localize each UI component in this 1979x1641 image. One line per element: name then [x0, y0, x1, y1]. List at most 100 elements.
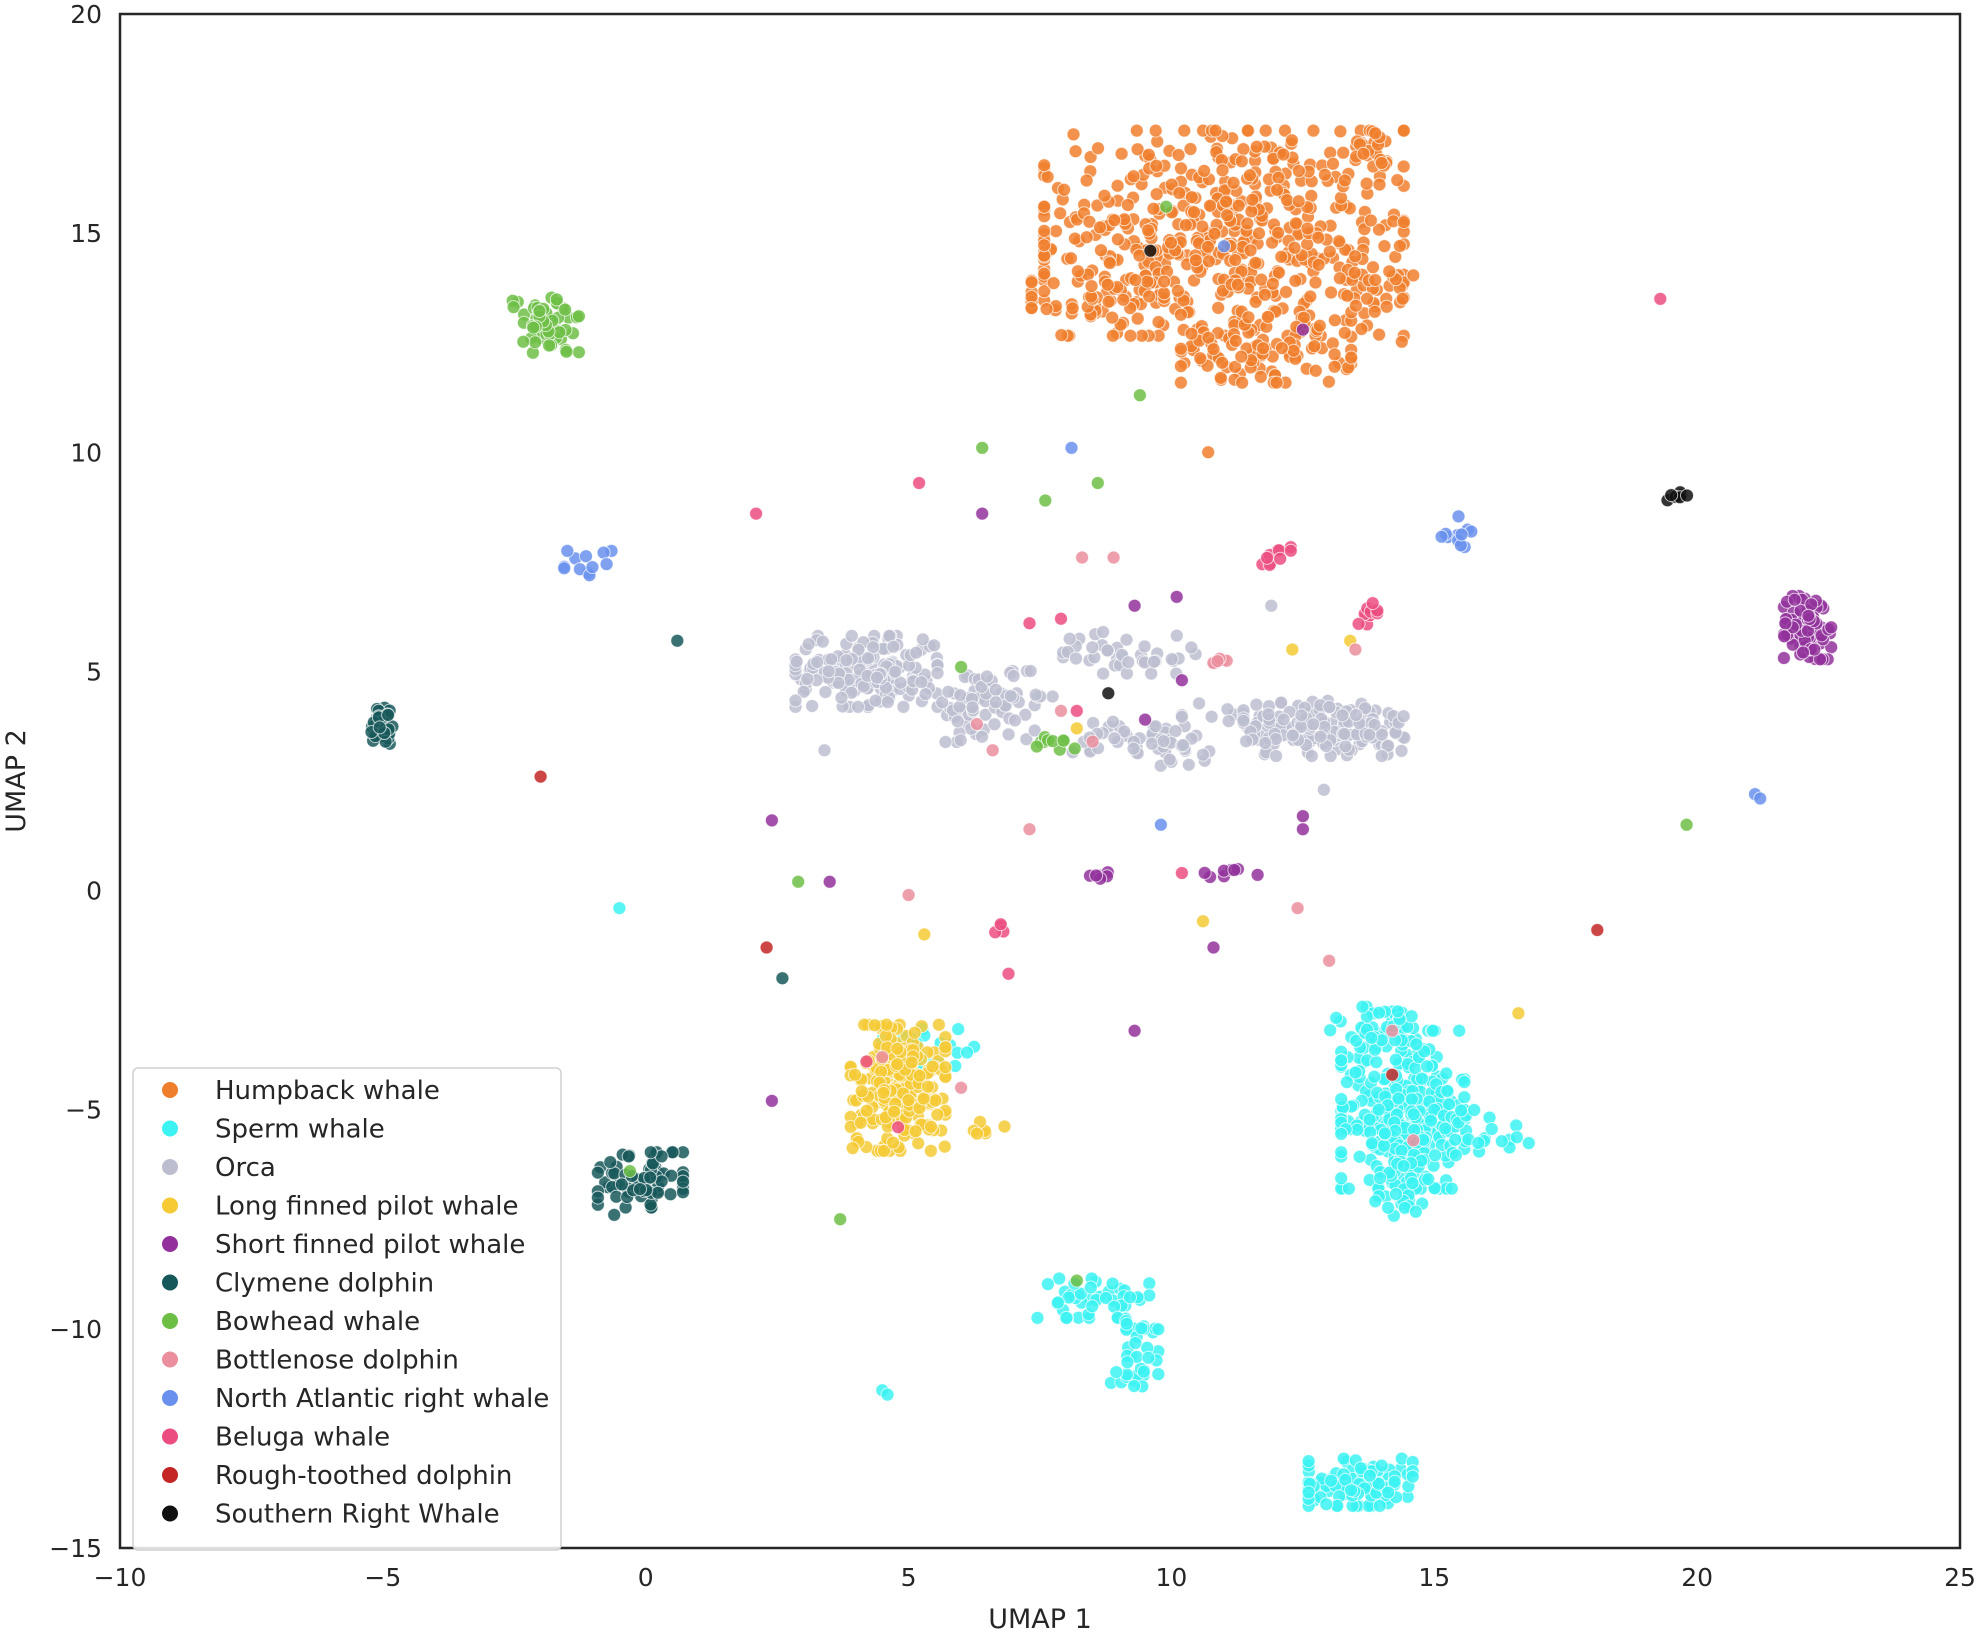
data-point [1242, 168, 1257, 183]
data-point [1105, 328, 1120, 343]
data-point [1374, 749, 1389, 763]
data-point [1157, 286, 1172, 301]
data-point [1395, 291, 1410, 306]
data-point [1127, 598, 1142, 613]
data-point [1142, 1288, 1157, 1303]
data-point [1359, 176, 1374, 191]
data-point [1276, 712, 1291, 727]
data-point [1286, 343, 1301, 358]
legend-marker [162, 1236, 178, 1252]
data-point [890, 1041, 905, 1056]
data-point [1164, 652, 1179, 667]
data-point [633, 1182, 647, 1197]
data-point [970, 1126, 984, 1141]
data-point [938, 1040, 953, 1055]
legend-marker [162, 1467, 178, 1483]
data-point [1344, 350, 1359, 365]
data-point [1371, 1476, 1386, 1491]
points-layer [364, 123, 1839, 1513]
data-point [1230, 277, 1245, 292]
data-point [1159, 199, 1174, 214]
data-point [1801, 608, 1816, 623]
data-point [516, 334, 531, 349]
data-point [571, 309, 586, 324]
data-point [1396, 123, 1411, 138]
data-point [1372, 1005, 1387, 1020]
data-point [1339, 1075, 1354, 1090]
data-point [1288, 216, 1303, 231]
data-point [1178, 218, 1193, 233]
data-point [1484, 1122, 1499, 1136]
data-point [953, 688, 968, 703]
data-point [800, 672, 815, 686]
data-point [1362, 1112, 1377, 1127]
data-point [1196, 914, 1210, 929]
data-point [1008, 713, 1022, 728]
data-point [643, 1145, 658, 1160]
data-point [1353, 1461, 1368, 1476]
data-point [1197, 163, 1212, 178]
data-point [817, 743, 832, 758]
data-point [1304, 749, 1319, 763]
data-point [1405, 1469, 1420, 1484]
data-point [1003, 689, 1018, 703]
data-point [880, 695, 895, 710]
data-point [1265, 276, 1280, 291]
data-point [1509, 1130, 1524, 1145]
data-point [1046, 276, 1061, 291]
data-point [1276, 147, 1291, 162]
data-point [824, 652, 839, 667]
data-point [559, 344, 574, 359]
data-point [1244, 204, 1259, 219]
legend-marker [162, 1351, 178, 1368]
data-point [1368, 126, 1383, 141]
data-point [1114, 146, 1129, 161]
data-point [643, 1197, 658, 1212]
data-point [1273, 551, 1288, 566]
data-point [650, 1185, 665, 1200]
legend-label: Southern Right Whale [215, 1500, 500, 1530]
data-point [861, 651, 875, 666]
data-point [1151, 1322, 1166, 1337]
data-point [1269, 375, 1284, 390]
y-tick-label: −10 [49, 1315, 102, 1344]
data-point [1521, 1136, 1536, 1151]
data-point [1338, 1472, 1353, 1487]
data-point [985, 743, 1000, 758]
legend-label: Humpback whale [215, 1076, 440, 1106]
data-point [1371, 1102, 1386, 1117]
data-point [1027, 723, 1042, 738]
data-point [1201, 330, 1216, 345]
data-point [1442, 1097, 1456, 1112]
data-point [1067, 741, 1082, 756]
data-point [1174, 161, 1188, 176]
data-point [1405, 1176, 1420, 1191]
data-point [1311, 230, 1326, 245]
data-point [917, 927, 932, 942]
data-point [1406, 268, 1421, 283]
y-tick-label: 5 [86, 657, 102, 686]
data-point [1220, 208, 1235, 223]
data-point [821, 664, 836, 679]
data-point [1301, 1485, 1316, 1500]
data-point [935, 695, 950, 710]
data-point [848, 1067, 862, 1082]
data-point [854, 1084, 869, 1099]
data-point [1258, 736, 1273, 750]
data-point [1052, 1271, 1067, 1286]
data-point [1172, 186, 1187, 200]
data-point [1287, 240, 1302, 255]
data-point [921, 1079, 935, 1094]
data-point [1252, 226, 1266, 241]
data-point [1110, 178, 1125, 193]
data-point [1368, 1194, 1383, 1209]
y-axis-label: UMAP 2 [1, 729, 32, 833]
data-point [1241, 310, 1256, 325]
x-tick-label: 20 [1681, 1563, 1713, 1592]
data-point [1679, 817, 1694, 832]
data-point [1324, 1473, 1339, 1488]
data-point [1440, 1083, 1455, 1098]
data-point [1090, 476, 1105, 490]
data-point [927, 638, 942, 653]
data-point [1174, 866, 1189, 880]
